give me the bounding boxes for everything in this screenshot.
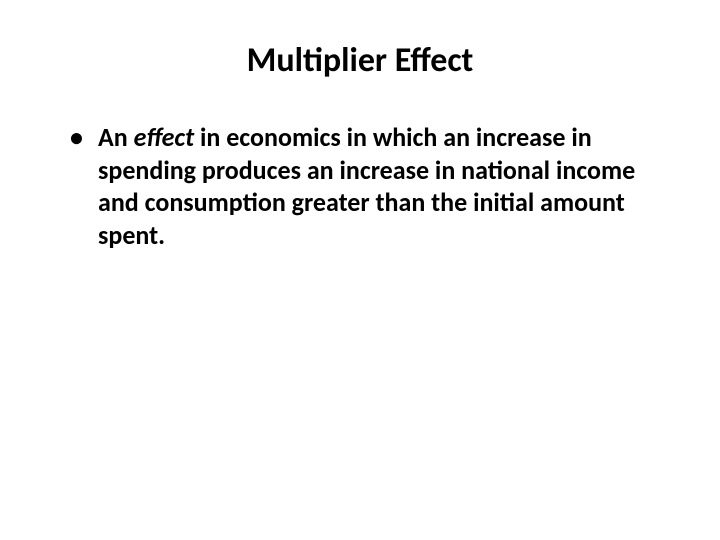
bullet-prefix: An bbox=[98, 121, 134, 153]
bullet-item: An effect in economics in which an incre… bbox=[70, 121, 670, 251]
slide-title: Multiplier Effect bbox=[50, 40, 670, 81]
bullet-list: An effect in economics in which an incre… bbox=[50, 121, 670, 251]
bullet-emphasis: effect bbox=[134, 121, 195, 153]
